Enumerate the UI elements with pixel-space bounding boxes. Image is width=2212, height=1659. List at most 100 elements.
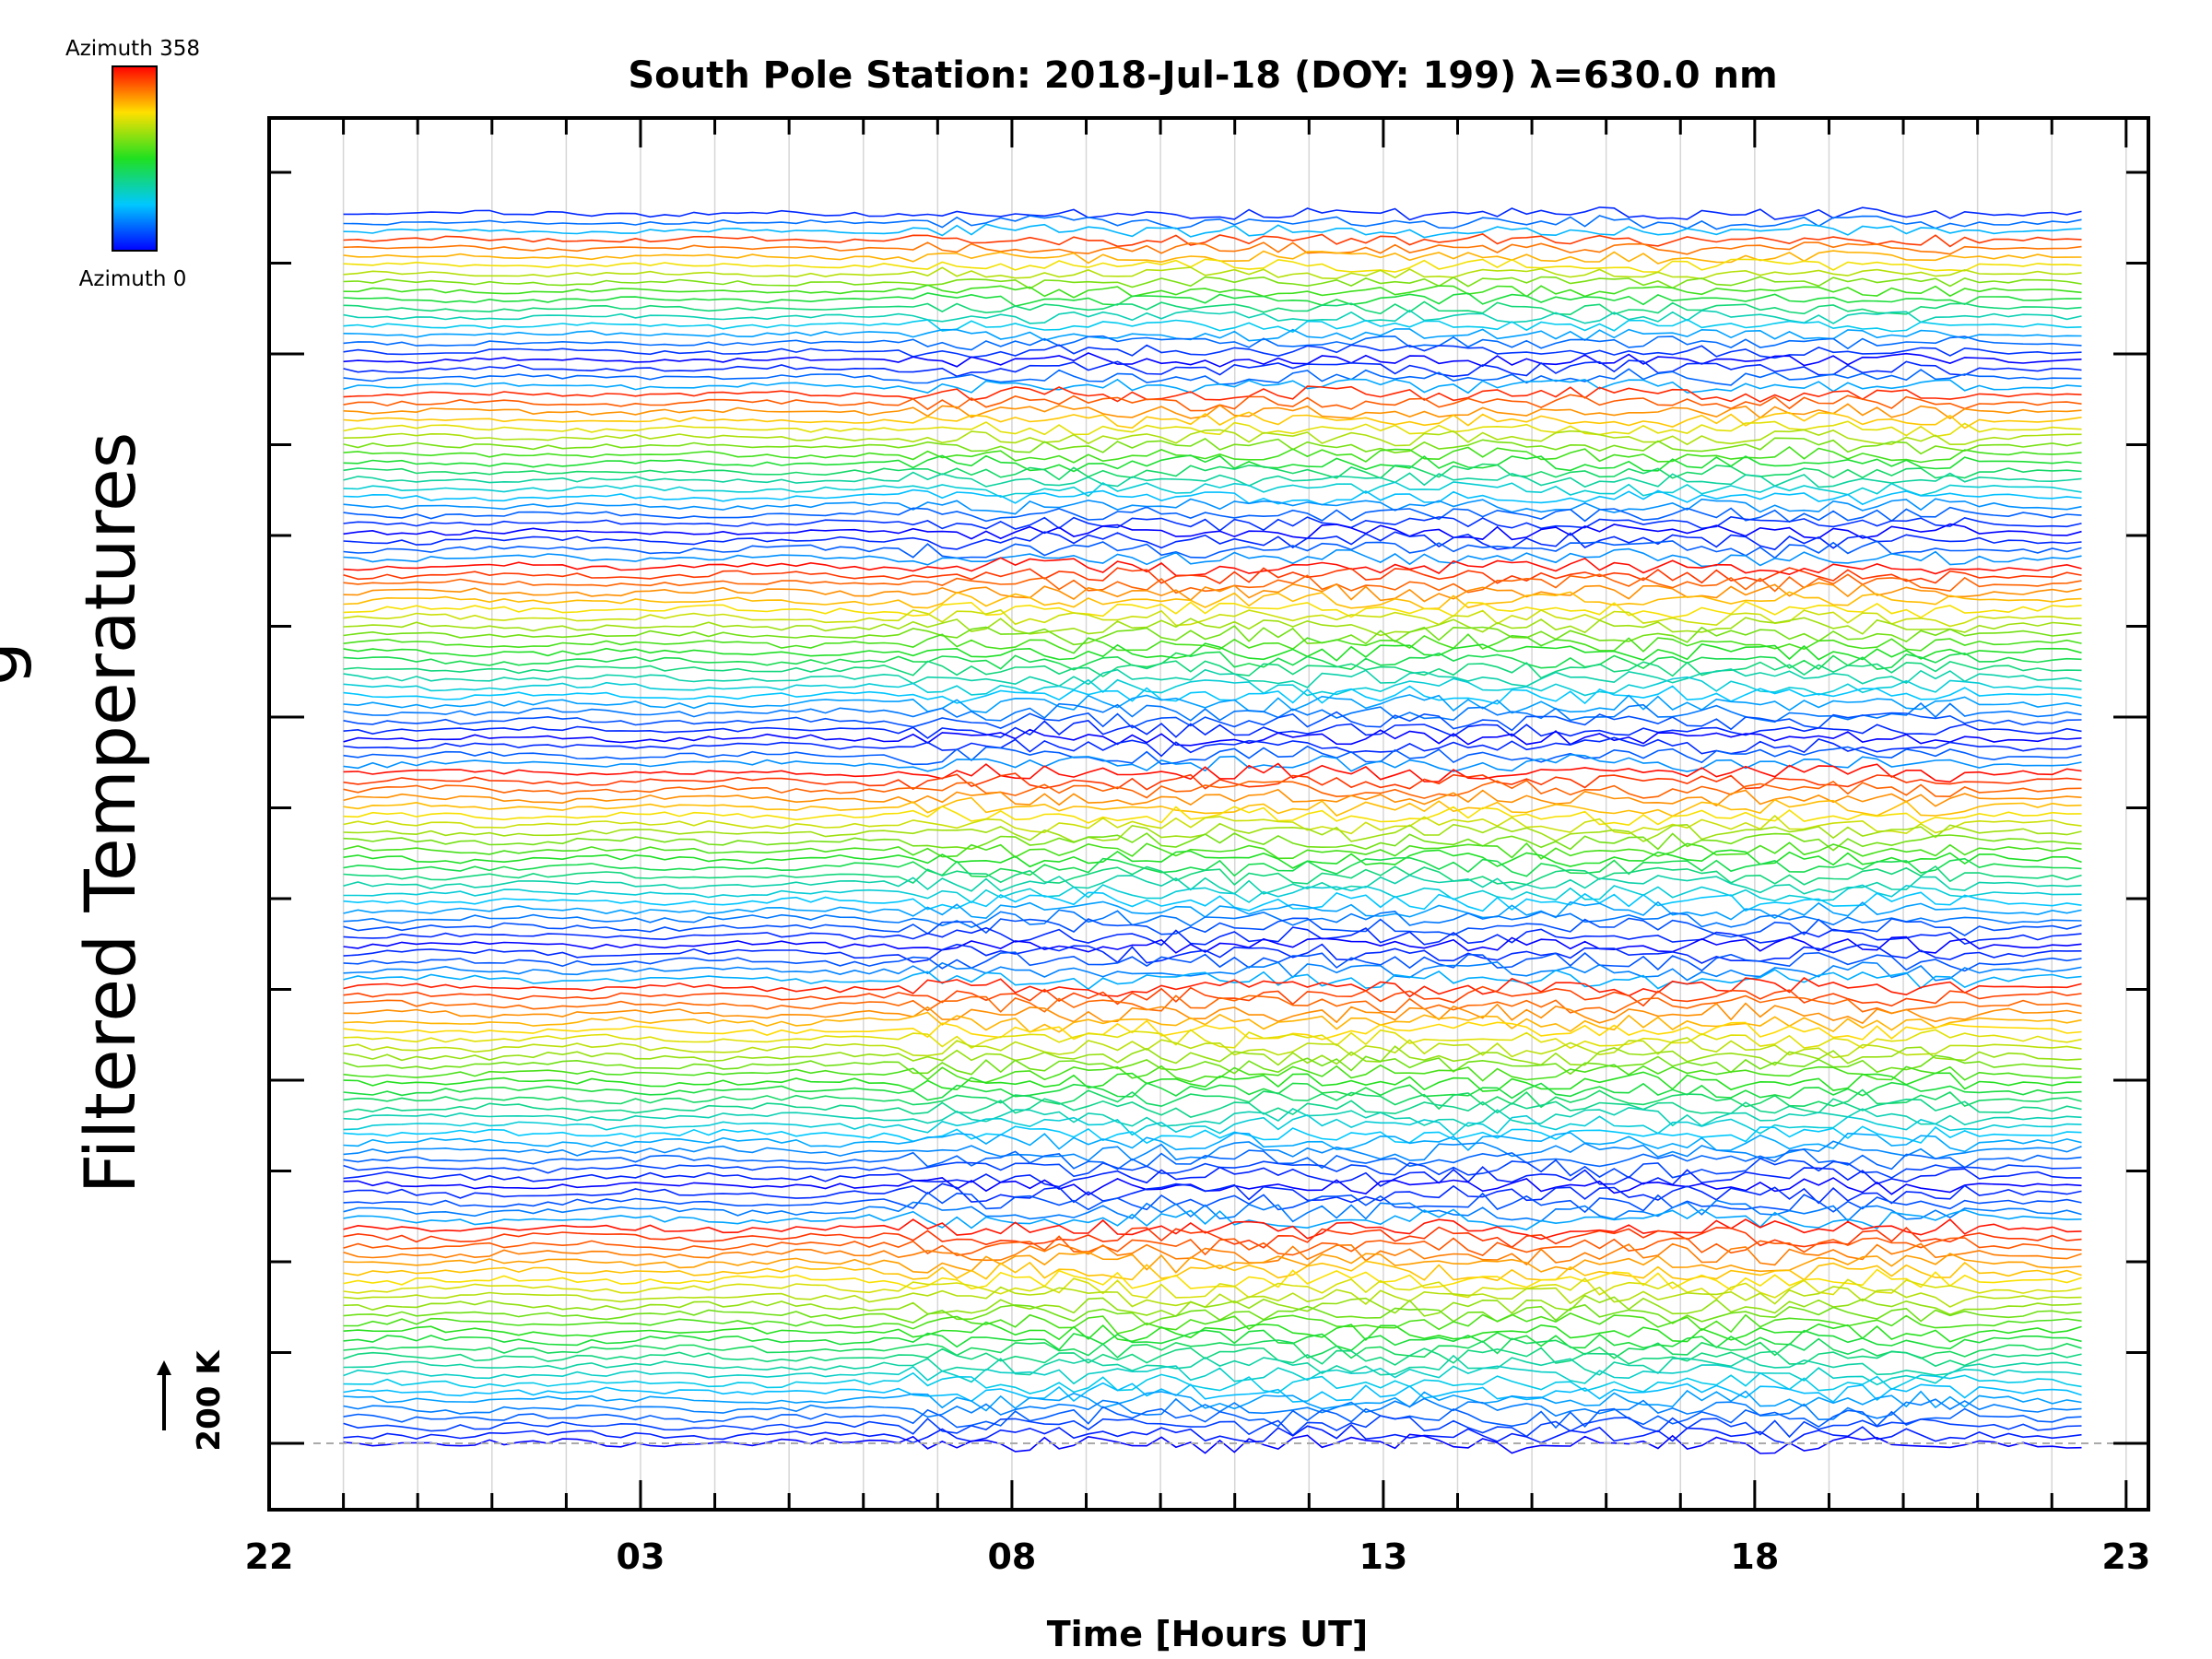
azimuth-trace [343,488,2082,506]
azimuth-trace [343,909,2082,928]
azimuth-trace [343,567,2082,584]
colorbar-gradient [112,65,158,252]
azimuth-trace [343,446,2082,464]
azimuth-trace [343,429,2082,447]
azimuth-trace [343,1106,2082,1127]
azimuth-trace [343,1321,2082,1343]
azimuth-trace [343,547,2082,568]
azimuth-trace [343,344,2082,359]
azimuth-trace [343,573,2082,594]
azimuth-trace [343,788,2082,807]
azimuth-trace [343,642,2082,662]
azimuth-trace [343,1037,2082,1059]
azimuth-trace [343,977,2082,998]
azimuth-trace [343,841,2082,860]
azimuth-trace [343,1242,2082,1266]
azimuth-trace [343,796,2082,818]
azimuth-trace [343,1166,2082,1188]
azimuth-trace [343,515,2082,532]
azimuth-trace [343,1182,2082,1205]
azimuth-trace [343,736,2082,758]
grid-lines [268,118,2127,1510]
azimuth-trace [343,865,2082,886]
scale-bar-label: 200 K [191,1349,228,1452]
x-tick-label: 18 [1730,1536,1779,1577]
azimuth-trace [343,1294,2082,1318]
azimuth-trace [343,1199,2082,1223]
azimuth-trace [343,1424,2082,1445]
azimuth-trace [343,856,2082,878]
azimuth-trace [343,591,2082,610]
x-axis-label: Time [Hours UT] [1047,1614,1369,1654]
azimuth-trace [343,1054,2082,1076]
azimuth-trace [343,874,2082,895]
azimuth-trace [343,1347,2082,1368]
azimuth-trace [343,625,2082,646]
azimuth-trace [343,1081,2082,1101]
azimuth-trace [343,1364,2082,1386]
azimuth-trace [343,815,2082,835]
azimuth-trace [343,891,2082,912]
azimuth-trace [343,1329,2082,1352]
azimuth-trace [343,276,2082,290]
x-tick-label: 08 [987,1536,1036,1577]
azimuth-trace [343,1312,2082,1335]
azimuth-trace [343,805,2082,827]
chart-title: South Pole Station: 2018-Jul-18 (DOY: 19… [628,54,1777,97]
azimuth-trace [343,1140,2082,1162]
azimuth-trace [343,1286,2082,1309]
azimuth-trace [343,1382,2082,1404]
azimuth-trace [343,753,2082,772]
azimuth-trace [343,685,2082,705]
azimuth-trace [343,540,2082,559]
azimuth-trace [343,1303,2082,1326]
azimuth-trace [343,215,2082,230]
azimuth-trace [343,582,2082,603]
azimuth-trace [343,481,2082,499]
azimuth-trace [343,1029,2082,1050]
azimuth-trace [343,292,2082,308]
azimuth-trace [343,1415,2082,1439]
azimuth-trace [343,1433,2082,1454]
azimuth-trace [343,1397,2082,1421]
x-tick-label: 13 [1359,1536,1407,1577]
azimuth-trace [343,1064,2082,1084]
azimuth-trace [343,258,2082,273]
azimuth-trace [343,1371,2082,1394]
azimuth-trace [343,694,2082,714]
azimuth-trace [343,437,2082,455]
azimuth-trace [343,1268,2082,1291]
azimuth-trace [343,335,2082,351]
azimuth-trace [343,702,2082,724]
azimuth-trace [343,1260,2082,1282]
azimuth-trace [343,779,2082,799]
azimuth-trace [343,884,2082,904]
azimuth-trace [343,720,2082,739]
azimuth-trace [343,233,2082,248]
azimuth-trace [343,994,2082,1015]
azimuth-trace [343,223,2082,239]
azimuth-trace [343,668,2082,688]
colorbar-bottom-label: Azimuth 0 [79,267,187,291]
azimuth-trace [343,711,2082,732]
azimuth-trace [343,960,2082,982]
azimuth-trace [343,309,2082,324]
azimuth-trace [343,985,2082,1007]
azimuth-trace [343,378,2082,394]
azimuth-trace [343,206,2082,221]
azimuth-trace [343,471,2082,488]
axis-ticks [267,118,2148,1510]
azimuth-trace [343,1251,2082,1274]
azimuth-trace [343,241,2082,255]
azimuth-trace [343,728,2082,747]
azimuth-trace [343,1125,2082,1145]
azimuth-trace [343,600,2082,618]
azimuth-trace [343,1354,2082,1376]
azimuth-trace [343,1235,2082,1257]
colorbar: Azimuth 358 Azimuth 0 [65,37,200,291]
azimuth-trace [343,832,2082,852]
azimuth-trace [343,463,2082,481]
azimuth-trace [343,676,2082,697]
azimuth-trace [343,822,2082,843]
